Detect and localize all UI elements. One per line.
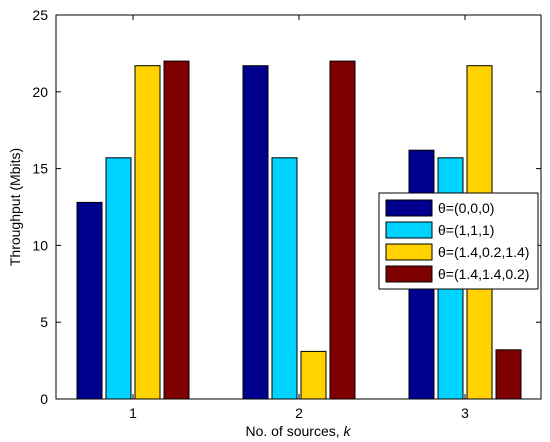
- legend-swatch-4: [385, 265, 433, 283]
- bar-series-4-category-3: [495, 349, 522, 400]
- legend-swatch-1: [385, 199, 433, 217]
- x-tick-label-3: 3: [461, 405, 469, 421]
- legend-label-4: θ=(1.4,1.4,0.2): [438, 266, 529, 282]
- x-axis: 1 2 3: [129, 15, 469, 421]
- legend-label-3: θ=(1.4,0.2,1.4): [438, 244, 529, 260]
- bar-series-2-category-1: [105, 157, 132, 400]
- legend: θ=(0,0,0) θ=(1,1,1) θ=(1.4,0.2,1.4) θ=(1.4,…: [378, 192, 539, 290]
- y-tick-label-20: 20: [32, 84, 48, 100]
- x-tick-label-1: 1: [129, 405, 137, 421]
- bar-series-3-category-1: [134, 65, 161, 400]
- bar-series-4-category-1: [163, 60, 190, 400]
- x-axis-label-prefix: No. of sources,: [245, 423, 343, 439]
- y-tick-label-5: 5: [40, 314, 48, 330]
- legend-swatch-2: [385, 221, 433, 239]
- y-tick-label-15: 15: [32, 161, 48, 177]
- bar-series-4-category-2: [329, 60, 356, 400]
- y-tick-label-0: 0: [40, 391, 48, 407]
- y-tick-label-10: 10: [32, 237, 48, 253]
- bar-series-1-category-2: [242, 65, 269, 400]
- x-axis-label: No. of sources, k: [245, 423, 351, 439]
- bar-series-3-category-2: [300, 350, 327, 400]
- legend-label-2: θ=(1,1,1): [438, 222, 494, 238]
- y-axis: 0 5 10 15 20 25: [32, 7, 541, 407]
- y-axis-label: Throughput (Mbits): [7, 148, 23, 266]
- bar-series-1-category-1: [76, 201, 103, 400]
- x-axis-label-variable: k: [344, 423, 352, 439]
- x-tick-label-2: 2: [295, 405, 303, 421]
- y-tick-label-25: 25: [32, 7, 48, 23]
- legend-swatch-3: [385, 243, 433, 261]
- legend-label-1: θ=(0,0,0): [438, 200, 494, 216]
- bar-series-2-category-2: [271, 157, 298, 400]
